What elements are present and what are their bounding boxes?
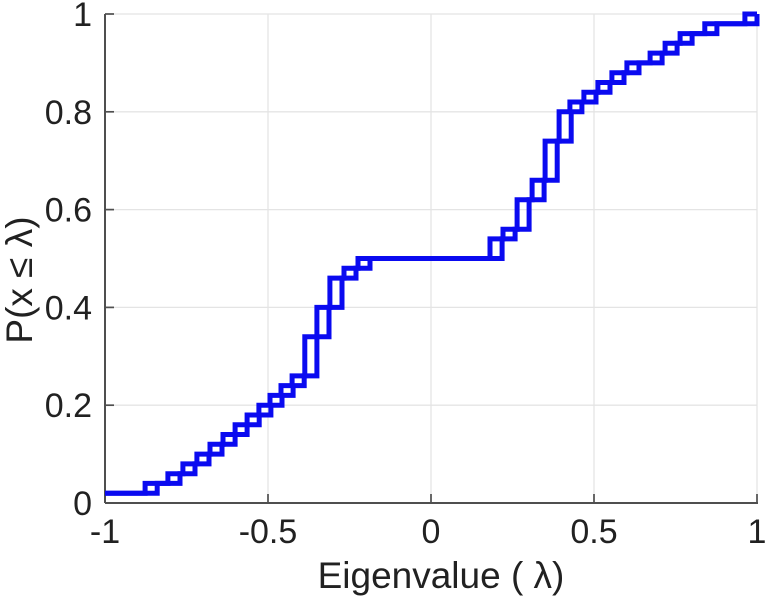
x-tick-label-1: 1 (748, 513, 767, 551)
y-tick-label-0: 0 (73, 485, 92, 523)
y-tick-label-0.6: 0.6 (45, 192, 92, 230)
x-axis-title: Eigenvalue ( λ) (318, 555, 565, 596)
x-tick-label--0.5: -0.5 (239, 513, 298, 551)
x-tick-label-0.5: 0.5 (570, 513, 617, 551)
y-axis-title: P(x ≤ λ) (0, 216, 40, 343)
x-tick-label-0: 0 (422, 513, 441, 551)
axis-ticks (104, 13, 758, 504)
y-tick-label-0.8: 0.8 (45, 94, 92, 132)
ecdf-curve-offset-copy (105, 14, 760, 496)
y-tick-label-1: 1 (73, 0, 92, 34)
x-tick-label--1: -1 (90, 513, 120, 551)
y-tick-label-0.4: 0.4 (45, 289, 92, 327)
y-tick-label-0.2: 0.2 (45, 387, 92, 425)
